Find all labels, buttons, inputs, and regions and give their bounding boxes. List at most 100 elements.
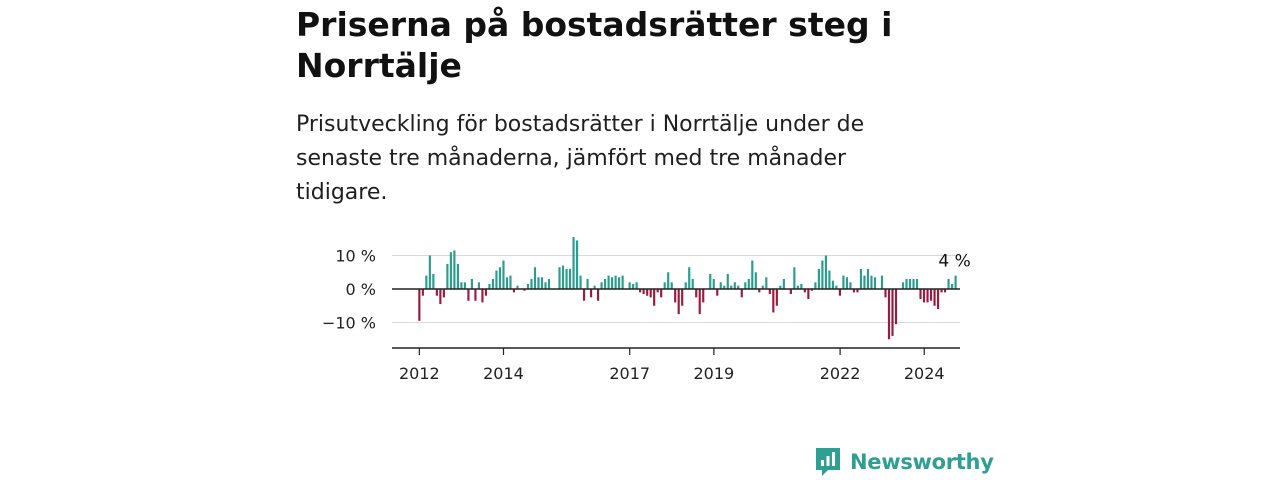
data-bar [691, 278, 694, 289]
data-bar [586, 278, 589, 289]
data-bar [873, 277, 877, 289]
data-bar [481, 289, 484, 303]
data-bar [940, 289, 943, 293]
data-bar [449, 252, 452, 289]
newsworthy-logo: Newsworthy [814, 446, 994, 478]
data-bar [845, 277, 849, 289]
data-bar [432, 273, 435, 289]
data-bar [639, 289, 642, 293]
data-bar [894, 289, 898, 325]
data-bar [747, 278, 750, 289]
data-bar [950, 283, 954, 289]
data-bar [614, 275, 617, 289]
data-bar [915, 278, 919, 289]
data-bar [582, 289, 586, 301]
data-bar [568, 268, 572, 289]
data-bar [901, 282, 905, 289]
data-bar [621, 275, 624, 289]
chart-title: Priserna på bostadsrätter steg i Norrtäl… [296, 5, 893, 85]
chart-subtitle: Prisutveckling för bostadsrätter i Norrt… [296, 112, 865, 205]
data-bar [943, 289, 947, 293]
data-bar [758, 289, 761, 293]
data-bar [849, 282, 852, 289]
data-bar [817, 268, 820, 289]
data-bar [646, 289, 649, 296]
data-bar [740, 289, 743, 298]
data-bar [908, 278, 912, 289]
data-bar [456, 263, 459, 290]
data-bar [597, 289, 600, 301]
data-bar [579, 275, 582, 289]
y-tick-label: −10 % [322, 314, 376, 333]
data-bar [540, 277, 544, 289]
data-bar [533, 267, 537, 289]
data-bar [544, 282, 547, 289]
data-bar [866, 268, 870, 289]
data-bar [768, 289, 771, 295]
data-bar [726, 273, 729, 289]
data-bar [502, 260, 505, 289]
data-bar [712, 278, 715, 289]
data-bar [428, 255, 431, 289]
data-bar [887, 289, 891, 340]
data-bar [793, 267, 796, 289]
data-bar [547, 278, 551, 289]
data-bar [723, 285, 726, 289]
data-bar [509, 275, 512, 289]
axes [392, 288, 960, 355]
data-bar [488, 283, 491, 289]
data-bar [418, 289, 421, 321]
data-bar [516, 285, 519, 289]
data-bar [561, 265, 565, 289]
data-bar [667, 272, 670, 289]
data-bar [505, 277, 509, 289]
data-bar [754, 272, 757, 289]
data-bar [649, 289, 652, 298]
data-bar [859, 268, 863, 289]
data-bar [814, 282, 817, 289]
y-tick-label: 0 % [346, 280, 376, 299]
data-bar [912, 278, 915, 289]
data-bar [463, 282, 466, 289]
data-bar [803, 289, 806, 293]
data-bar [807, 289, 810, 300]
data-bar [831, 280, 834, 290]
bars [418, 237, 957, 340]
data-bar [632, 283, 635, 289]
grid-lines [392, 255, 960, 323]
data-bar [495, 270, 498, 289]
data-bar [926, 289, 929, 303]
data-bar [702, 289, 705, 303]
data-bar [936, 289, 940, 310]
data-bar [474, 289, 477, 301]
data-bar [674, 289, 677, 303]
data-bar [537, 277, 540, 289]
data-bar [789, 289, 792, 295]
data-bar [512, 289, 516, 293]
data-bar [575, 240, 579, 289]
data-bar [856, 289, 859, 293]
data-bar [698, 289, 701, 315]
data-bar [421, 289, 424, 296]
data-bar [590, 289, 593, 298]
data-bar [765, 277, 768, 289]
data-bar [751, 260, 754, 289]
data-bar [838, 289, 841, 296]
data-bar [842, 275, 845, 289]
data-bar [677, 289, 680, 315]
data-bar [611, 277, 614, 289]
y-tick-label: 10 % [335, 247, 376, 266]
data-bar [460, 282, 463, 289]
data-bar [688, 267, 691, 289]
data-bar [477, 282, 481, 289]
data-bar [695, 289, 698, 298]
x-tick-label: 2017 [609, 364, 650, 383]
data-bar [526, 283, 530, 289]
data-bar [852, 289, 856, 293]
x-tick-label: 2024 [904, 364, 945, 383]
data-bar [660, 289, 663, 298]
data-bar [719, 282, 722, 289]
data-bar [425, 275, 428, 289]
data-bar [470, 278, 473, 289]
